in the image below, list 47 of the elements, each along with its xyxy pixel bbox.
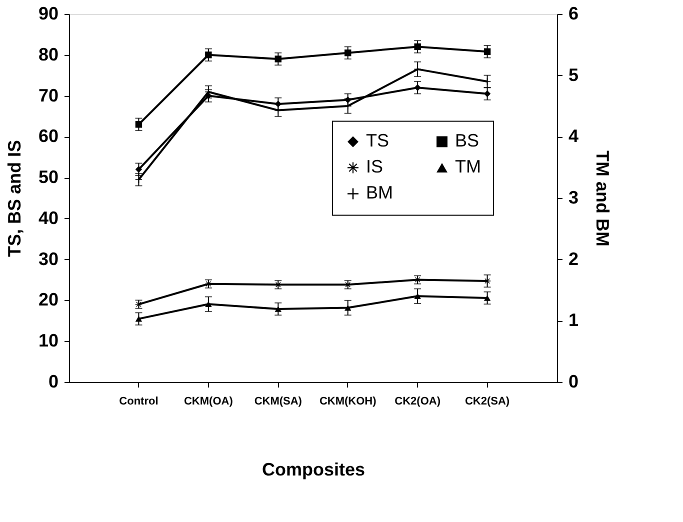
point: [344, 304, 352, 311]
y-axis-title: TS, BS and IS: [4, 140, 24, 258]
point: [135, 121, 142, 128]
y2-tick-label: 2: [568, 248, 579, 269]
legend-label: TM: [455, 156, 481, 177]
x-tick-label: CK2(OA): [394, 396, 441, 408]
x-tick-label: Control: [119, 396, 158, 408]
y2-tick-label: 1: [568, 310, 579, 330]
legend-label: IS: [366, 156, 384, 177]
point: [484, 278, 491, 284]
y-tick-label: 30: [38, 248, 58, 269]
point: [344, 49, 352, 56]
point: [205, 52, 212, 58]
point: [205, 301, 212, 308]
y-tick-label: 80: [38, 44, 58, 64]
y2-tick-label: 6: [568, 4, 579, 24]
x-tick-label: CKM(SA): [254, 396, 302, 408]
x-tick-label: CK2(SA): [464, 396, 510, 408]
y2-tick-label: 5: [568, 64, 579, 85]
y2-tick-label: 4: [568, 126, 579, 146]
legend-label: BM: [366, 182, 393, 203]
point: [274, 56, 282, 62]
point: [484, 295, 491, 301]
point: [484, 48, 491, 55]
point: [484, 90, 491, 98]
y-tick-label: 10: [38, 330, 58, 351]
point: [135, 166, 142, 173]
y-tick-label: 0: [48, 372, 58, 392]
y-tick-label: 90: [38, 4, 58, 24]
legend-label: TS: [366, 130, 390, 151]
y-tick-label: 20: [38, 290, 58, 310]
x-tick-label: CKM(OA): [184, 396, 234, 408]
legend-label: BS: [455, 130, 480, 151]
x-tick-label: CKM(KOH): [319, 396, 377, 408]
point: [414, 84, 421, 91]
y-tick-label: 40: [38, 208, 58, 228]
y2-tick-label: 3: [568, 188, 579, 208]
point: [414, 43, 421, 50]
point: [274, 306, 282, 312]
point: [135, 316, 142, 322]
y2-tick-label: 0: [568, 372, 579, 392]
point: [414, 293, 421, 300]
y-tick-label: 50: [38, 167, 58, 188]
y2-axis-title: TM and BM: [592, 150, 613, 246]
y-tick-label: 60: [38, 126, 58, 146]
x-axis-title: Composites: [262, 460, 366, 480]
y-tick-label: 70: [38, 85, 58, 106]
